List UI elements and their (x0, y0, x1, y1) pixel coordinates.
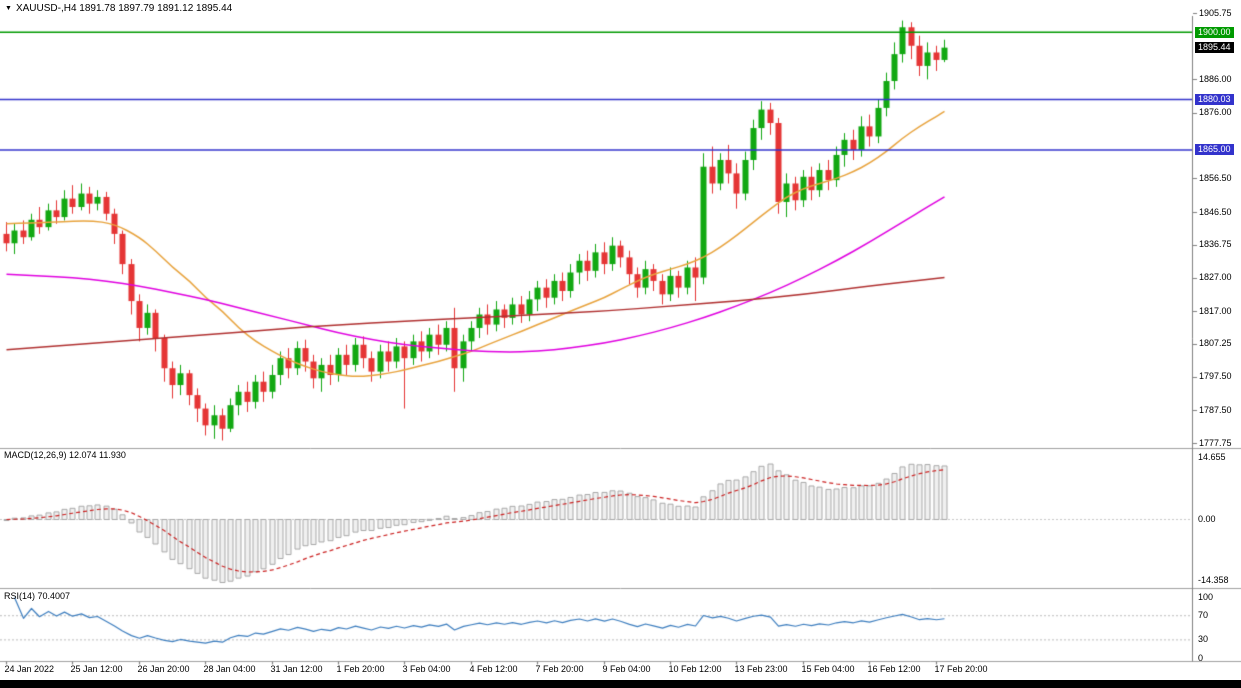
chart-title: XAUUSD-,H4 1891.78 1897.79 1891.12 1895.… (15, 2, 233, 14)
chart-header: ▼ XAUUSD-,H4 1891.78 1897.79 1891.12 189… (0, 0, 232, 16)
rsi-indicator-label: RSI(14) 70.4007 (4, 591, 71, 601)
symbol-dropdown-icon[interactable]: ▼ (5, 4, 12, 12)
taskbar-strip (0, 680, 1241, 688)
macd-indicator-label: MACD(12,26,9) 12.074 11.930 (4, 450, 126, 460)
